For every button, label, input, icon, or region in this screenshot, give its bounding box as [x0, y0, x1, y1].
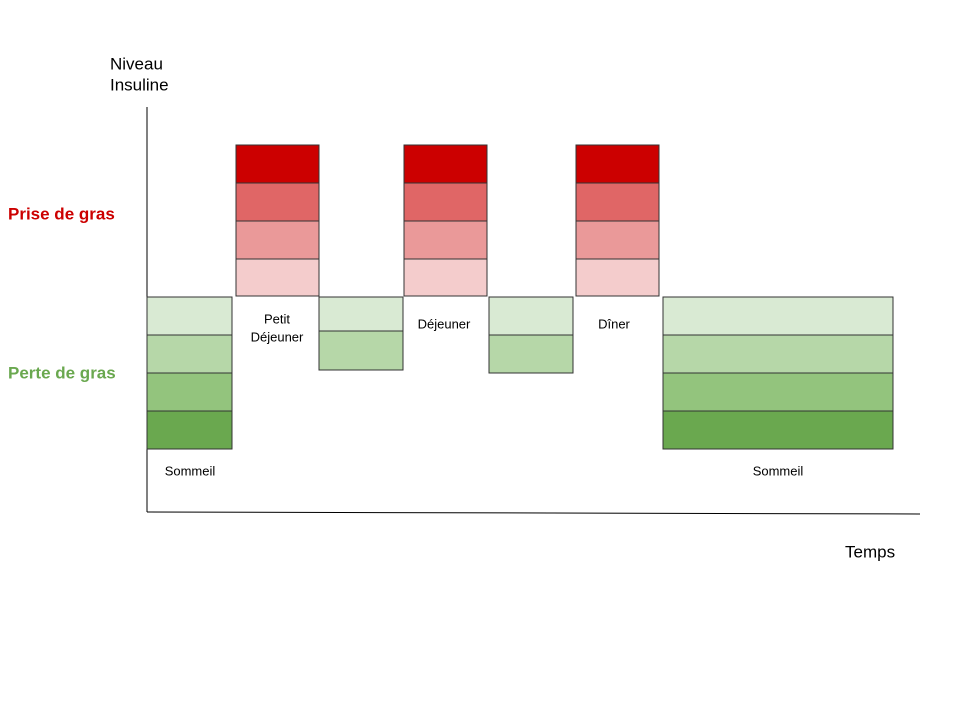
block — [318, 330, 404, 371]
block — [403, 144, 488, 184]
block — [662, 372, 894, 412]
block — [235, 144, 320, 184]
block — [146, 372, 233, 412]
block — [146, 296, 233, 336]
period-label: Sommeil — [165, 463, 216, 478]
period-label: Déjeuner — [251, 329, 304, 344]
block — [235, 182, 320, 222]
x-axis-label: Temps — [845, 542, 895, 561]
green-blocks — [146, 296, 894, 450]
period-label: Déjeuner — [418, 316, 471, 331]
zone-label: Perte de gras — [8, 363, 116, 382]
block — [662, 334, 894, 374]
period-label: Sommeil — [753, 463, 804, 478]
block — [403, 258, 488, 297]
block — [146, 410, 233, 450]
block — [146, 334, 233, 374]
period-label: Petit — [264, 311, 290, 326]
block — [488, 334, 574, 374]
block — [318, 296, 404, 332]
block — [488, 296, 574, 336]
block — [235, 258, 320, 297]
red-blocks — [235, 144, 660, 297]
y-axis-label: Insuline — [110, 75, 169, 94]
block — [575, 182, 660, 222]
x-axis — [146, 511, 921, 515]
block — [575, 144, 660, 184]
block — [662, 410, 894, 450]
block — [662, 296, 894, 336]
y-axis-label: Niveau — [110, 54, 163, 73]
block — [575, 258, 660, 297]
block — [403, 220, 488, 260]
block — [235, 220, 320, 260]
block — [403, 182, 488, 222]
block — [575, 220, 660, 260]
zone-label: Prise de gras — [8, 204, 115, 223]
period-label: Dîner — [598, 316, 630, 331]
